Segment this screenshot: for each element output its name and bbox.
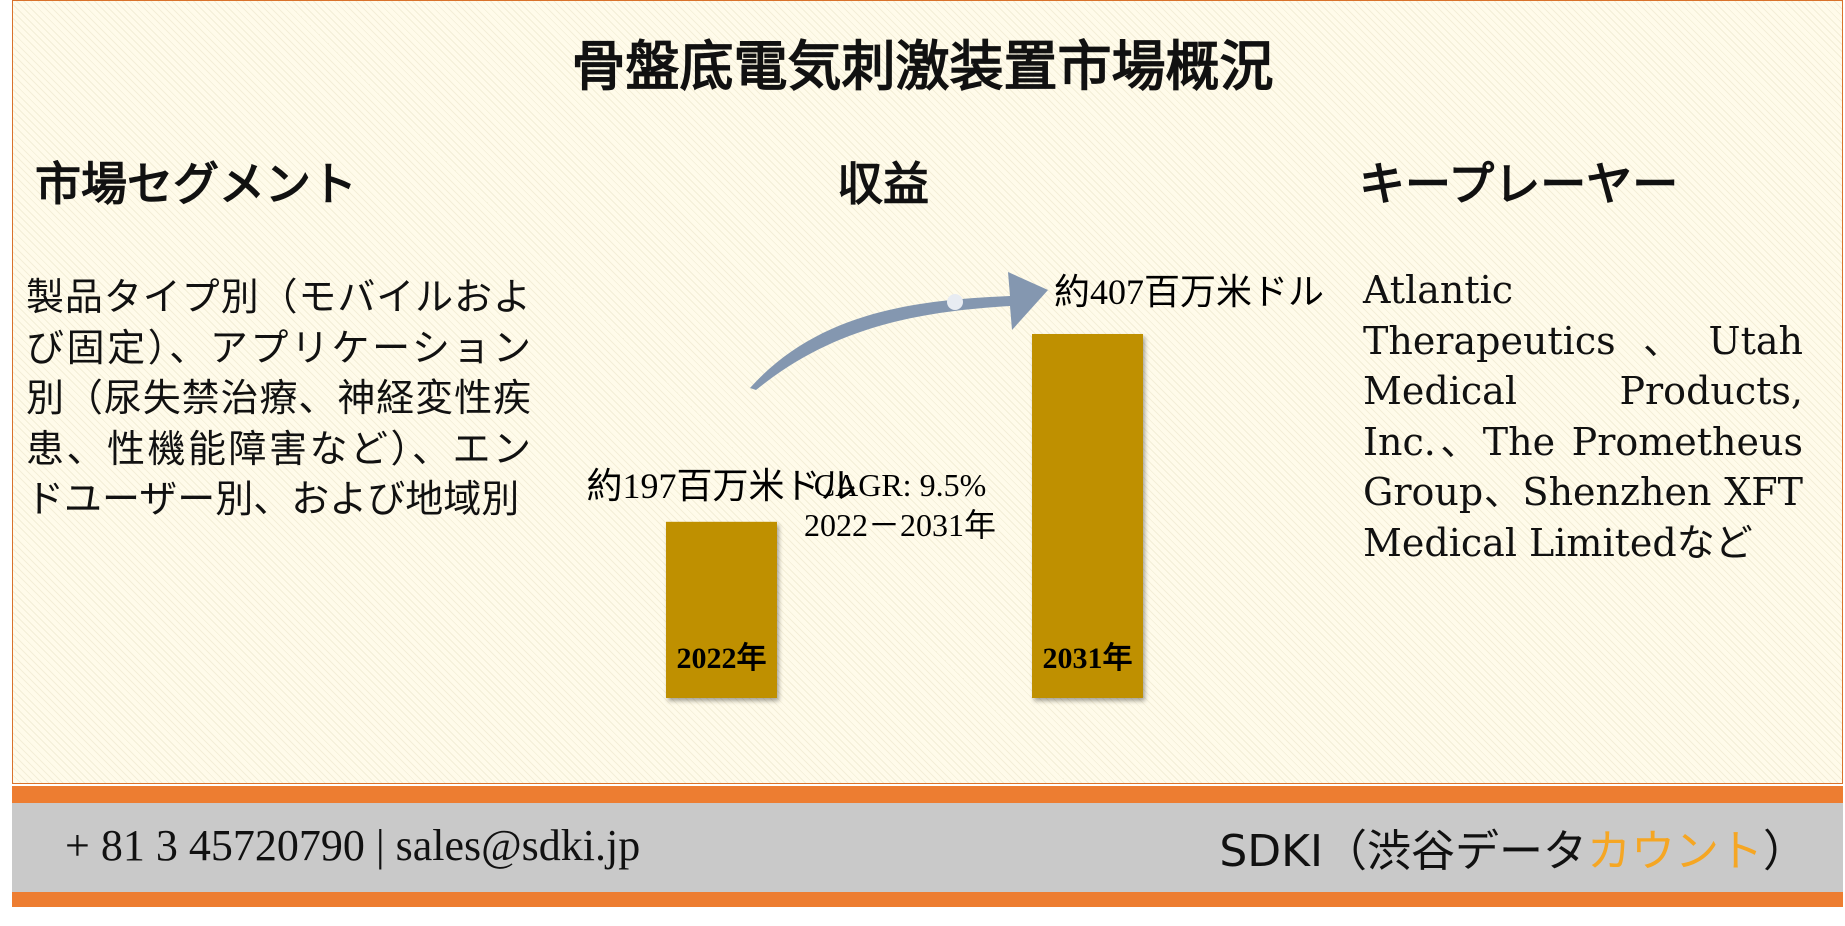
cagr-label: CAGR: 9.5% (814, 467, 986, 503)
brand-end: ） (1763, 826, 1807, 877)
revenue-heading: 収益 (837, 157, 929, 211)
segments-text: 製品タイプ別（モバイルおよび固定）、アプリケーション別（尿失禁治療、神経変性疾患… (26, 275, 531, 522)
bar (1032, 334, 1143, 698)
footer-stripe (12, 892, 1843, 907)
title: 骨盤底電気刺激装置市場概況 (571, 34, 1274, 98)
year-label: 2022年 (677, 642, 767, 675)
footer (12, 803, 1843, 892)
arrow-dot (947, 294, 963, 310)
brand-highlight: カウント (1587, 826, 1763, 877)
value-label: 約407百万米ドル (1054, 272, 1324, 312)
year-label: 2031年 (1043, 642, 1133, 675)
brand: SDKI（渋谷データカウント） (1219, 815, 1807, 879)
bar (666, 521, 777, 698)
growth-arrow (750, 272, 1048, 390)
brand-name: SDKI（渋谷データ (1219, 826, 1587, 877)
cagr-period: 2022－2031年 (804, 507, 996, 543)
footer-stripe (12, 786, 1843, 803)
value-label: 約197百万米ドル (586, 466, 856, 506)
players-heading: キープレーヤー (1359, 157, 1679, 211)
panel (12, 0, 1843, 784)
players-text: Atlantic Therapeutics、Utah Medical Produ… (1363, 268, 1803, 565)
segments-heading: 市場セグメント (35, 157, 357, 211)
contact: + 81 3 45720790 | sales@sdki.jp (65, 821, 641, 870)
